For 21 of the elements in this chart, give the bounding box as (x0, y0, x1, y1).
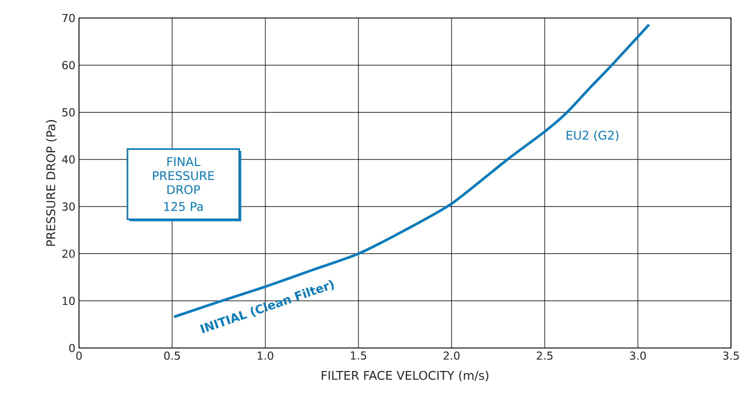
x-tick-label: 0.5 (164, 352, 180, 360)
y-tick-label: 60 (62, 61, 75, 70)
y-tick-label: 10 (62, 296, 75, 305)
y-tick-label: 40 (62, 155, 75, 164)
series-label: EU2 (G2) (566, 130, 618, 142)
x-axis-title: FILTER FACE VELOCITY (m/s) (322, 370, 488, 382)
y-axis-title: PRESSURE DROP (Pa) (46, 120, 57, 246)
x-tick-label: 0 (76, 352, 82, 360)
y-tick-label: 20 (62, 250, 75, 258)
annotation: FINAL PRESSURE DROP (153, 157, 214, 194)
x-tick-label: 1.5 (350, 352, 366, 360)
x-tick-label: 1.0 (258, 352, 274, 360)
annotation: 125 Pa (164, 202, 203, 212)
x-tick-label: 2.0 (444, 352, 460, 360)
x-tick-label: 3.0 (630, 352, 646, 360)
y-tick-label: 30 (62, 202, 75, 211)
y-tick-label: 0 (69, 344, 75, 352)
x-tick-label: 2.5 (536, 352, 552, 360)
y-tick-label: 70 (62, 14, 75, 22)
y-tick-label: 50 (62, 108, 75, 116)
x-tick-label: 3.5 (723, 352, 739, 360)
